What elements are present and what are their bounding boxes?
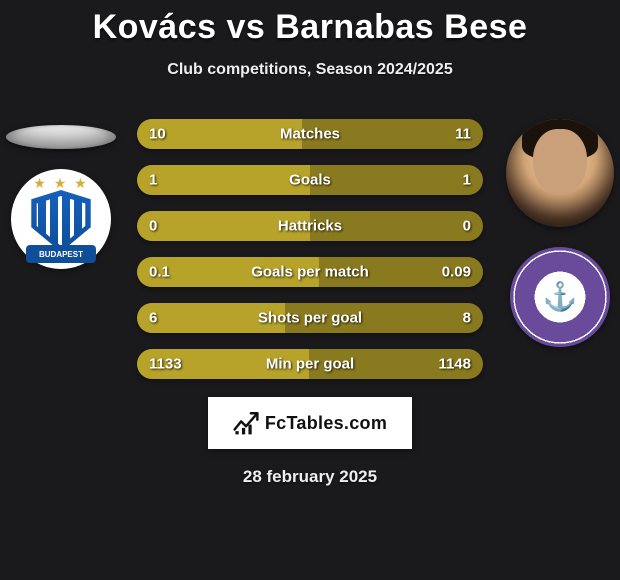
stat-bar: 0 Hattricks 0: [137, 211, 483, 241]
stat-value-left: 0: [149, 218, 157, 235]
stat-bar: 6 Shots per goal 8: [137, 303, 483, 333]
subtitle: Club competitions, Season 2024/2025: [0, 61, 620, 79]
player-left-column: ★ ★ ★ BUDAPEST: [6, 119, 116, 269]
stat-label: Matches: [280, 126, 340, 143]
anchor-icon: ⚓: [543, 283, 578, 311]
stat-bar: 1133 Min per goal 1148: [137, 349, 483, 379]
footer-brand-text: FcTables.com: [265, 413, 387, 434]
club-crest-left: ★ ★ ★ BUDAPEST: [11, 169, 111, 269]
stat-value-left: 6: [149, 310, 157, 327]
player-right-photo: [506, 119, 614, 227]
stat-value-right: 0: [463, 218, 471, 235]
page-title: Kovács vs Barnabas Bese: [0, 8, 620, 47]
crest-shield-icon: [28, 190, 94, 252]
stat-value-right: 11: [455, 126, 471, 143]
stage: ★ ★ ★ BUDAPEST ⚓ 10Matches111Goals10Hatt…: [0, 119, 620, 379]
fctables-logo-icon: [233, 410, 259, 436]
stat-label: Goals: [289, 172, 331, 189]
stat-label: Shots per goal: [258, 310, 362, 327]
stat-value-left: 1: [149, 172, 157, 189]
player-left-photo: [6, 125, 116, 149]
stat-bars: 10Matches111Goals10Hattricks00.1Goals pe…: [137, 119, 483, 379]
stat-value-right: 1: [463, 172, 471, 189]
stat-value-right: 1148: [438, 356, 471, 373]
stat-label: Hattricks: [278, 218, 342, 235]
stat-bar: 10 Matches 11: [137, 119, 483, 149]
stat-value-left: 10: [149, 126, 166, 143]
stat-label: Goals per match: [251, 264, 369, 281]
footer-brand-badge: FcTables.com: [208, 397, 412, 449]
crest-ribbon: BUDAPEST: [26, 245, 96, 263]
crest-stars-icon: ★ ★ ★: [11, 175, 111, 192]
stat-label: Min per goal: [266, 356, 354, 373]
stat-bar: 1 Goals 1: [137, 165, 483, 195]
stat-value-left: 1133: [149, 356, 182, 373]
club-crest-right: ⚓: [510, 247, 610, 347]
stat-value-left: 0.1: [149, 264, 170, 281]
stat-value-right: 0.09: [442, 264, 471, 281]
stat-bar: 0.1 Goals per match 0.09: [137, 257, 483, 287]
stat-value-right: 8: [463, 310, 471, 327]
player-right-column: ⚓: [506, 119, 614, 347]
date-label: 28 february 2025: [0, 467, 620, 487]
comparison-infographic: Kovács vs Barnabas Bese Club competition…: [0, 0, 620, 487]
